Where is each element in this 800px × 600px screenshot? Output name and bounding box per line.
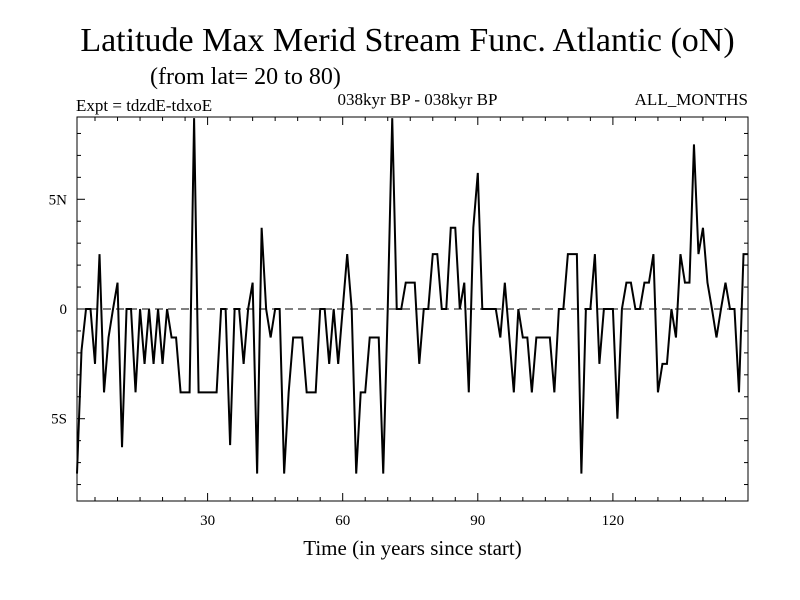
- chart-subtitle: (from lat= 20 to 80): [150, 64, 341, 90]
- chart-title: Latitude Max Merid Stream Func. Atlantic…: [80, 22, 735, 59]
- x-tick-label: 30: [200, 513, 215, 529]
- y-tick-label: 5S: [51, 412, 67, 428]
- period-label: 038kyr BP - 038kyr BP: [337, 90, 498, 109]
- series-group: [76, 118, 748, 474]
- y-tick-label: 0: [60, 302, 68, 318]
- x-tick-label: 60: [335, 513, 350, 529]
- experiment-label: Expt = tdzdE-tdxoE: [76, 96, 213, 115]
- x-axis-label: Time (in years since start): [303, 536, 522, 560]
- months-label: ALL_MONTHS: [634, 90, 748, 109]
- x-tick-label: 120: [602, 513, 625, 529]
- series-line: [76, 118, 748, 474]
- plot-frame: [76, 116, 749, 502]
- x-axis-ticks: 30 60 90 120: [94, 117, 749, 529]
- x-tick-label: 90: [470, 513, 485, 529]
- y-tick-label: 5N: [49, 192, 68, 208]
